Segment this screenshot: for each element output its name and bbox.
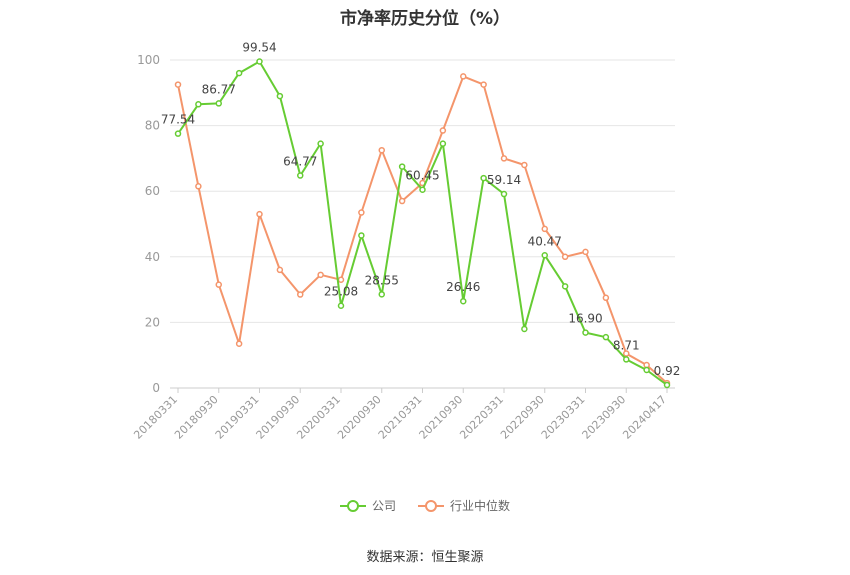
y-tick-label: 100 [137, 53, 160, 67]
data-source: 数据来源：恒生聚源 [366, 550, 484, 565]
data-point [623, 350, 630, 357]
data-label: 0.92 [654, 364, 681, 378]
data-point [276, 266, 284, 274]
legend-label: 行业中位数 [450, 499, 511, 513]
legend-marker [346, 499, 359, 512]
data-point [582, 248, 589, 256]
data-point [378, 146, 385, 154]
data-point [235, 340, 243, 347]
data-point [256, 58, 263, 65]
data-point [215, 100, 222, 107]
data-point [602, 294, 610, 302]
legend-swatch [339, 499, 366, 513]
data-point [480, 174, 487, 182]
data-point [398, 197, 406, 205]
data-point [378, 291, 385, 298]
data-point [439, 140, 447, 147]
data-label: 25.08 [324, 285, 358, 299]
data-point [439, 127, 447, 134]
data-point [297, 291, 304, 298]
data-label: 60.45 [405, 169, 439, 183]
data-label: 99.54 [242, 41, 276, 55]
data-point [276, 92, 284, 100]
data-point [541, 252, 548, 259]
legend-swatch [418, 499, 444, 513]
y-tick-label: 20 [145, 315, 160, 329]
data-point [521, 161, 528, 169]
data-point [521, 325, 528, 333]
data-point [358, 232, 365, 239]
data-point [317, 140, 324, 147]
data-label: 64.77 [283, 155, 317, 169]
data-point [663, 381, 671, 389]
data-point [195, 183, 202, 190]
data-point [195, 101, 202, 108]
data-label: 40.47 [528, 234, 562, 248]
data-label: 59.14 [487, 173, 521, 187]
data-point [297, 172, 304, 179]
legend: 公司 行业中位数 [0, 497, 850, 514]
data-label: 28.55 [365, 273, 399, 287]
legend-label: 公司 [371, 499, 396, 513]
legend-item-1[interactable]: 行业中位数 [418, 497, 510, 514]
data-point [398, 163, 406, 170]
data-point [419, 186, 426, 193]
x-tick-label: 20240417 [620, 393, 669, 442]
data-point [500, 190, 508, 198]
data-point [643, 366, 650, 374]
data-point [480, 81, 487, 88]
y-tick-label: 80 [145, 119, 160, 133]
data-point [561, 253, 569, 261]
data-label: 16.90 [568, 312, 602, 326]
data-point [460, 297, 467, 305]
chart-title: 市净率历史分位（%） [339, 9, 511, 29]
data-point [460, 73, 467, 80]
line-chart: 0204060801002018033120180930201903312019… [131, 41, 681, 442]
data-label: 8.71 [613, 338, 640, 352]
data-point [317, 271, 324, 279]
data-point [623, 356, 630, 363]
data-point [358, 209, 365, 216]
data-point [541, 225, 548, 233]
series-line-0 [177, 60, 668, 386]
data-label: 86.77 [202, 82, 236, 96]
y-tick-label: 60 [145, 184, 160, 198]
data-point [500, 155, 508, 162]
data-point [561, 283, 569, 290]
y-tick-label: 0 [152, 381, 160, 395]
legend-item-0[interactable]: 公司 [339, 497, 396, 514]
data-point [256, 210, 263, 218]
data-label: 26.46 [446, 280, 480, 294]
data-point [235, 69, 243, 77]
data-point [215, 281, 222, 288]
data-point [337, 302, 345, 309]
legend-marker [425, 499, 437, 512]
data-point [582, 329, 589, 336]
data-label: 77.54 [161, 113, 195, 127]
series-line-1 [177, 75, 668, 384]
y-tick-label: 40 [145, 250, 160, 264]
data-point [602, 333, 610, 341]
data-point [174, 130, 182, 137]
data-point [174, 81, 182, 88]
data-point [337, 276, 345, 284]
